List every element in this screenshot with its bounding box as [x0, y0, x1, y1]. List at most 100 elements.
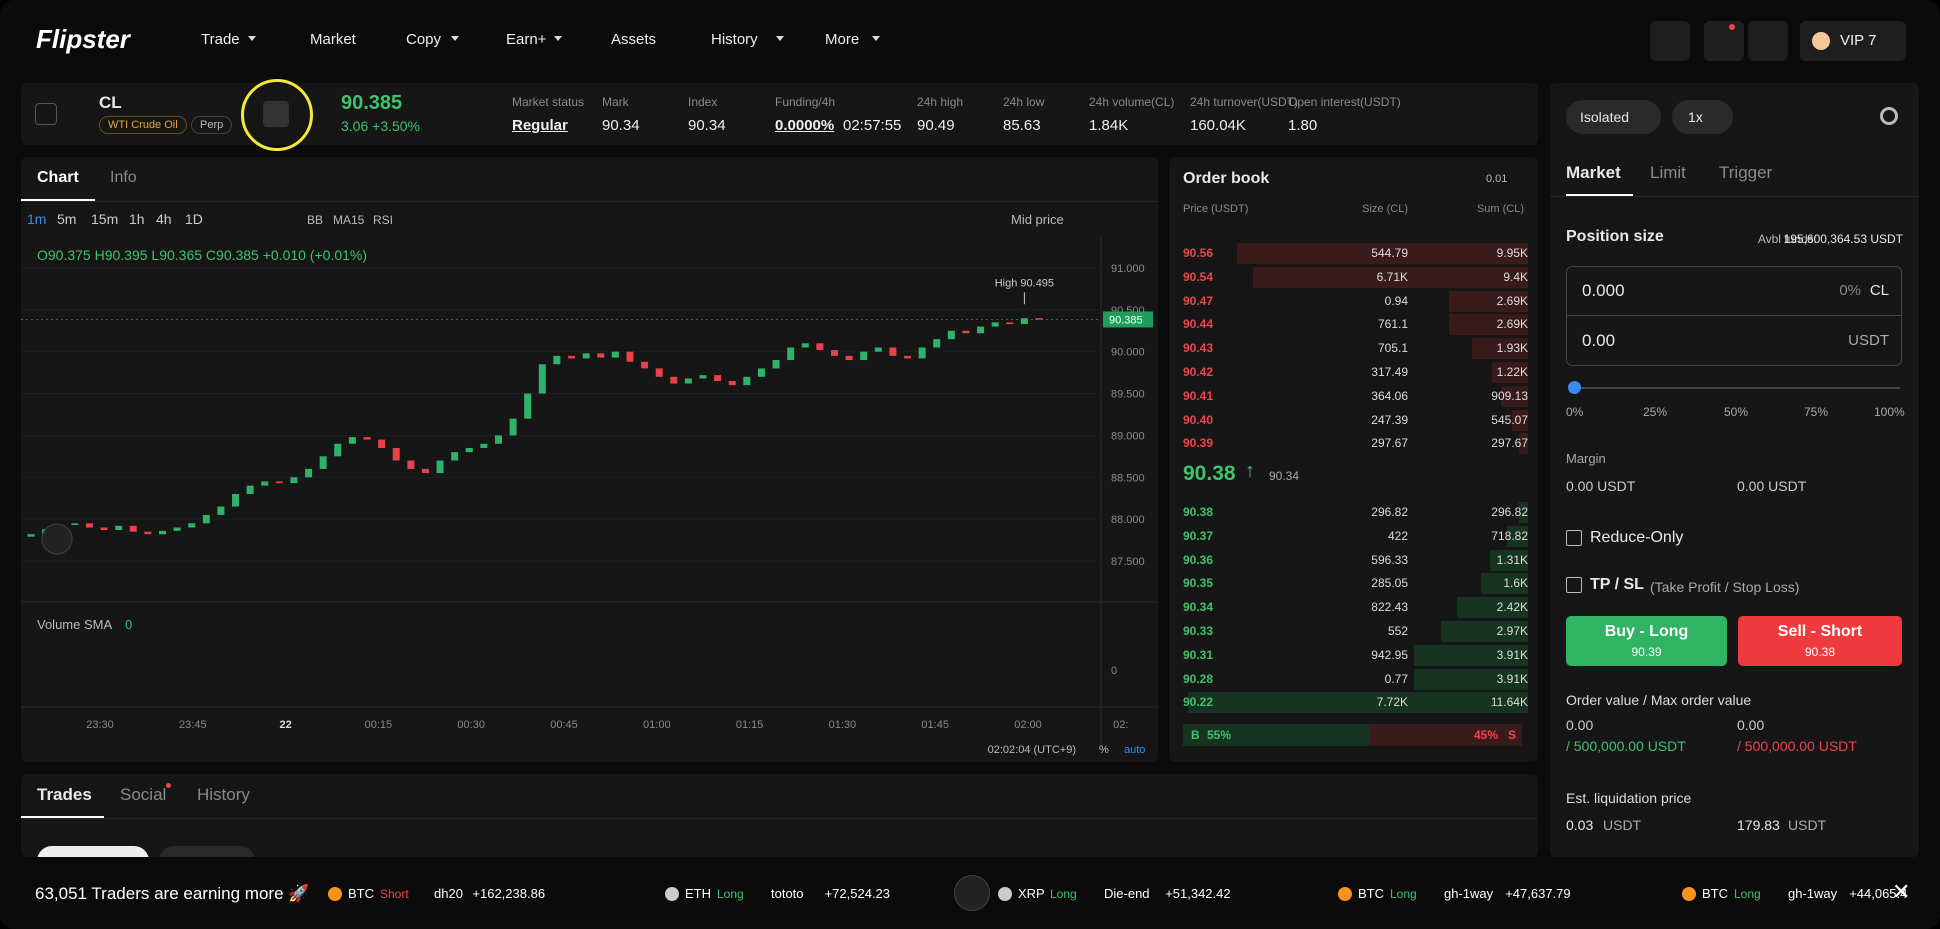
nav-item[interactable]: Trade — [201, 31, 240, 48]
favorite[interactable] — [35, 103, 57, 125]
mark-price: 90.34 — [1269, 469, 1300, 483]
order-tab[interactable]: Trigger — [1719, 163, 1773, 182]
indicator[interactable]: RSI — [373, 213, 394, 227]
ob-price[interactable]: 90.31 — [1183, 647, 1214, 662]
nav-item[interactable]: History — [711, 31, 758, 48]
ob-size: 705.1 — [1377, 341, 1408, 356]
checkbox[interactable] — [1566, 530, 1582, 546]
nav-item[interactable]: Assets — [611, 31, 657, 48]
ob-price[interactable]: 90.40 — [1183, 412, 1214, 427]
ob-price[interactable]: 90.54 — [1183, 269, 1214, 284]
qty-unit: CL — [1869, 282, 1889, 299]
leverage[interactable]: 1x — [1672, 100, 1733, 134]
candle — [538, 364, 546, 394]
ob-title: Order book — [1183, 170, 1270, 187]
ob-price[interactable]: 90.38 — [1183, 505, 1214, 519]
candle — [451, 452, 459, 461]
order-tab[interactable]: Limit — [1650, 163, 1686, 182]
nav-item[interactable]: Copy — [406, 31, 442, 48]
ob-price[interactable]: 90.37 — [1183, 528, 1214, 543]
stat-value[interactable]: Regular — [512, 117, 568, 134]
bottom-tab[interactable]: Trades — [37, 785, 92, 804]
indicator[interactable]: BB — [307, 213, 324, 227]
sell-button[interactable]: Sell - Short 90.38 — [1738, 616, 1902, 666]
ob-price[interactable]: 90.33 — [1183, 624, 1214, 638]
margin-mode[interactable]: Isolated — [1566, 100, 1662, 134]
ob-tick[interactable]: 0.01 — [1486, 173, 1508, 185]
timeframe[interactable]: 1h — [129, 211, 145, 227]
ob-price[interactable]: 90.39 — [1183, 436, 1214, 451]
candle — [933, 339, 941, 348]
bottom-tab[interactable]: History — [197, 785, 250, 804]
dropdown-caret — [248, 36, 256, 45]
buy-button[interactable]: Buy - Long 90.39 — [1566, 616, 1727, 666]
position-size[interactable]: Position size — [1566, 228, 1664, 245]
max-long: / 500,000.00 USDT — [1566, 738, 1686, 754]
timeframe[interactable]: 4h — [156, 211, 172, 227]
ob-sum: 909.13 — [1491, 388, 1528, 403]
candle — [962, 330, 970, 334]
bottom-tab[interactable]: Social — [120, 785, 167, 804]
x-tick-label: 23:45 — [179, 719, 207, 731]
ob-price[interactable]: 90.36 — [1183, 552, 1214, 567]
depth-bar — [1512, 409, 1528, 431]
slider-knob[interactable] — [1568, 381, 1581, 394]
timeframe[interactable]: 5m — [57, 211, 77, 227]
icon-button[interactable] — [1704, 21, 1744, 61]
timeframe[interactable]: 1D — [185, 211, 203, 227]
liq-label: Est. liquidation price — [1566, 790, 1692, 806]
stat-label: Open interest(USDT) — [1288, 95, 1401, 109]
y-tick-label: 90.000 — [1111, 347, 1145, 359]
coin: ETH — [685, 886, 711, 901]
mid-price: 90.38 — [1183, 462, 1236, 485]
pnl[interactable]: +162,238.86 — [472, 886, 546, 901]
ob-size: 0.77 — [1384, 671, 1408, 686]
ob-size: 822.43 — [1371, 600, 1408, 615]
chart-tab[interactable]: Info — [110, 169, 137, 186]
volume-label: Volume SMA — [37, 617, 112, 632]
ob-price[interactable]: 90.56 — [1183, 246, 1214, 260]
pnl[interactable]: +44,065.4 — [1849, 886, 1908, 901]
avatar — [1812, 32, 1830, 50]
candle — [494, 435, 502, 444]
icon-button[interactable] — [1650, 21, 1690, 61]
checkbox[interactable] — [1566, 577, 1582, 593]
ob-price[interactable]: 90.28 — [1183, 671, 1214, 686]
order-tab[interactable]: Market — [1566, 163, 1621, 182]
icon-button[interactable] — [1748, 21, 1788, 61]
depth-bar — [1471, 338, 1528, 360]
x-tick-label: 00:15 — [365, 719, 393, 731]
pnl[interactable]: +72,524.23 — [824, 886, 891, 901]
feed-close[interactable]: ✕ — [1892, 879, 1911, 904]
chart-tab[interactable]: Chart — [37, 169, 79, 186]
candle — [699, 375, 707, 379]
ob-price[interactable]: 90.35 — [1183, 576, 1214, 591]
candle — [290, 477, 298, 484]
input-box[interactable] — [1566, 266, 1902, 366]
ob-price[interactable]: 90.42 — [1183, 365, 1214, 379]
ob-price[interactable]: 90.34 — [1183, 600, 1214, 615]
filter-pill[interactable] — [37, 846, 149, 857]
indicator[interactable]: MA15 — [333, 213, 365, 227]
ob-price[interactable]: 90.43 — [1183, 341, 1214, 356]
candle — [173, 527, 181, 531]
timeframe[interactable]: 15m — [91, 211, 119, 227]
vip-button[interactable]: VIP 7 — [1800, 21, 1906, 61]
settings[interactable] — [1880, 107, 1898, 125]
pnl[interactable]: +47,637.79 — [1505, 886, 1571, 901]
ob-price[interactable]: 90.44 — [1183, 317, 1214, 332]
ob-price[interactable]: 90.22 — [1183, 695, 1214, 710]
ob-sum: 1.6K — [1503, 576, 1528, 591]
ob-price[interactable]: 90.41 — [1183, 388, 1214, 403]
logo[interactable]: Flipster — [36, 24, 130, 54]
nav-item[interactable]: More — [825, 31, 860, 48]
ob-price[interactable]: 90.47 — [1183, 293, 1214, 308]
price-source[interactable]: Mid price — [1011, 212, 1064, 227]
depth-bar — [1413, 644, 1528, 666]
pnl[interactable]: +51,342.42 — [1165, 886, 1231, 901]
nav-item[interactable]: Earn+ — [506, 31, 547, 48]
timeframe[interactable]: 1m — [27, 211, 47, 227]
filter-pill[interactable] — [159, 846, 255, 857]
nav-item[interactable]: Market — [310, 31, 356, 48]
